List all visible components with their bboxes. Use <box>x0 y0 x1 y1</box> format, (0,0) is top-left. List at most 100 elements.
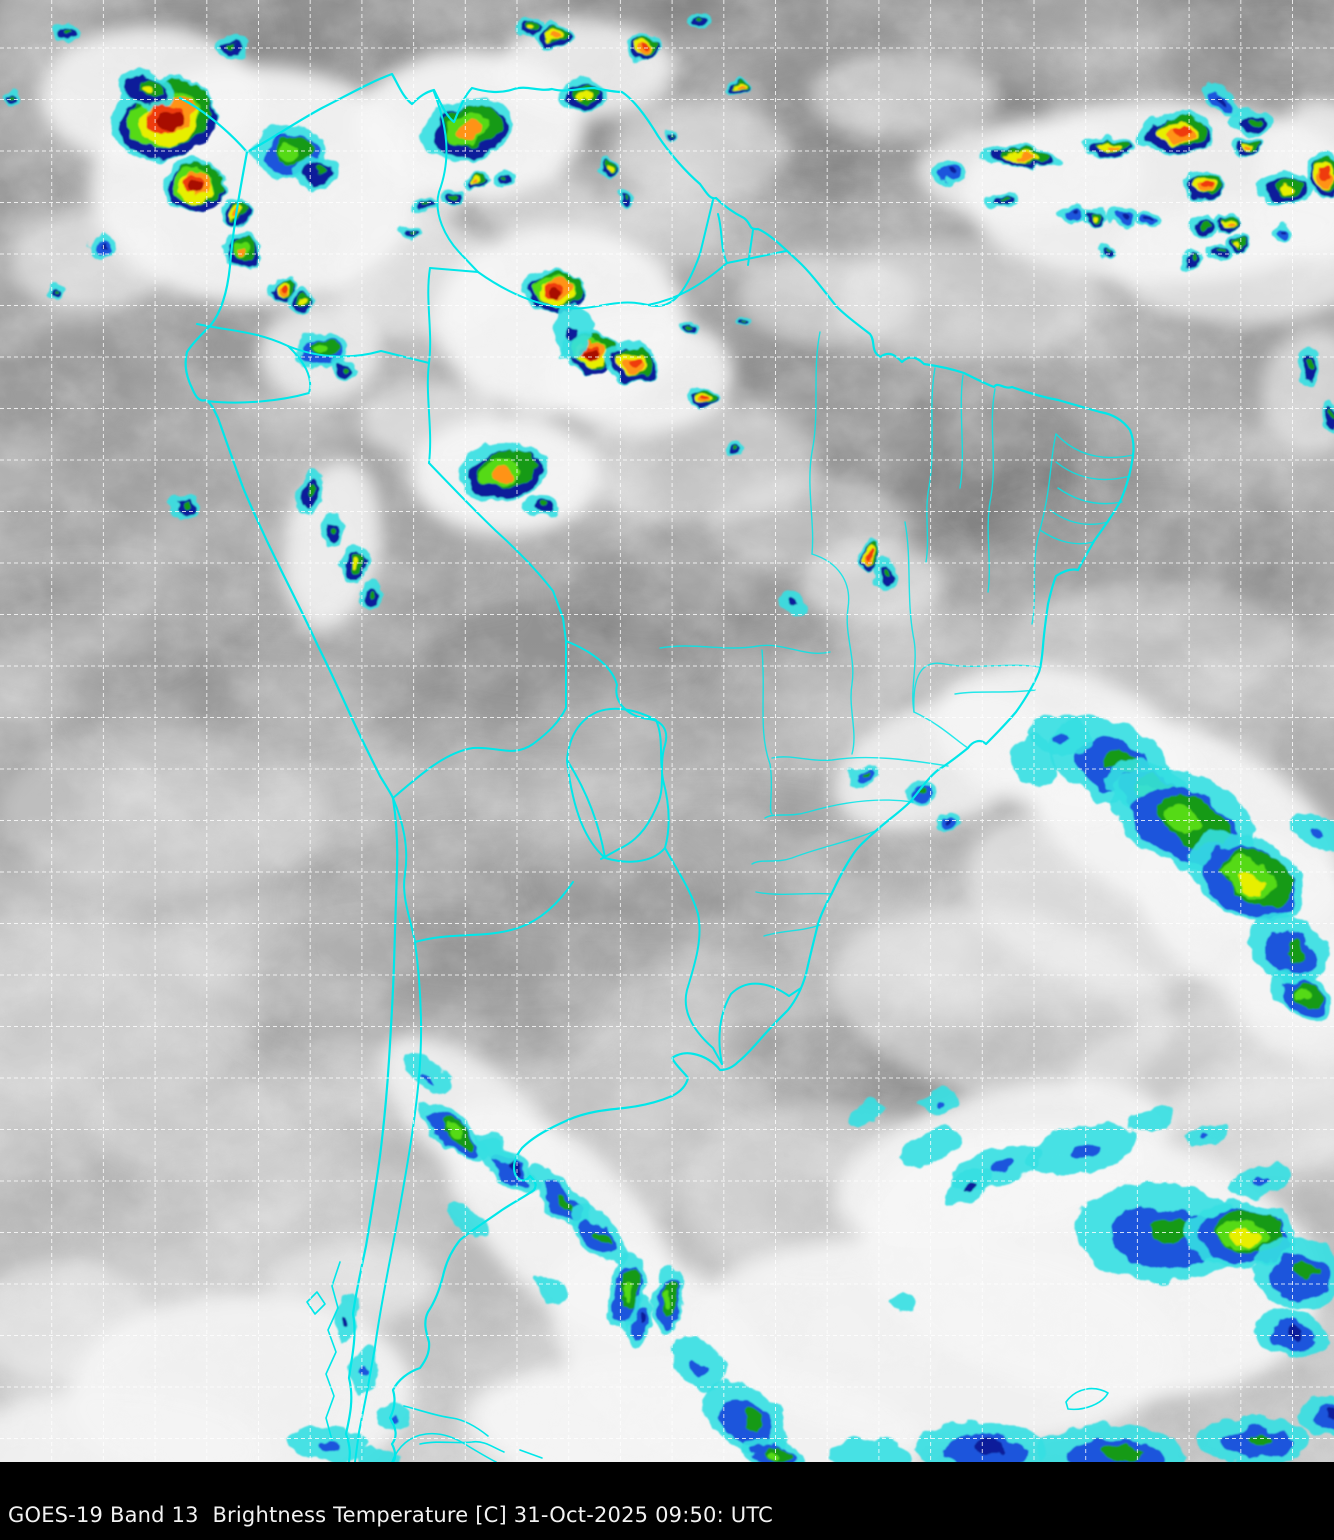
storm-cell-level-green2 <box>765 1449 781 1459</box>
storm-cell <box>651 1264 683 1336</box>
storm-cell-level-green <box>55 288 61 293</box>
storm-cell <box>744 1436 802 1462</box>
storm-cell-level-orange <box>736 87 742 92</box>
storm-cell-level-blue <box>935 1098 947 1106</box>
storm-cell <box>1258 172 1311 206</box>
storm-cell-level-cyan <box>901 1128 959 1166</box>
storm-cell <box>687 386 718 410</box>
storm-cell-level-green2 <box>622 1280 632 1301</box>
storm-cell-level-green <box>697 16 705 22</box>
storm-cell <box>1230 137 1261 157</box>
storm-cell <box>1196 1416 1309 1462</box>
storm-cell-level-green <box>686 325 691 329</box>
storm-cell <box>289 290 318 312</box>
falklands-outline <box>1065 1387 1109 1411</box>
storm-cell <box>1298 347 1321 385</box>
storm-cell <box>1305 152 1334 200</box>
storm-cell-level-blue <box>319 1442 340 1452</box>
storm-cell-level-cyan <box>448 1202 490 1240</box>
storm-cell <box>360 579 383 610</box>
storm-cell <box>1297 1395 1334 1437</box>
storm-cell <box>605 342 660 384</box>
storm-cell-level-red <box>1322 167 1333 180</box>
storm-cell-level-cyan <box>1012 736 1057 788</box>
storm-cell <box>211 36 250 60</box>
storm-cell <box>357 1449 400 1462</box>
storm-cell-level-orange <box>238 247 248 256</box>
storm-cell <box>828 1439 911 1462</box>
storm-cell <box>626 1294 652 1346</box>
storm-cell-level-cyan <box>892 1294 919 1312</box>
storm-cell-level-darkred <box>584 348 600 360</box>
storm-cell <box>465 174 491 192</box>
storm-cell-level-navy <box>505 1164 520 1178</box>
storm-cell <box>1027 1124 1138 1176</box>
storm-cell <box>492 170 515 186</box>
storm-cell <box>331 355 357 380</box>
storm-cell-level-green <box>408 229 414 234</box>
storm-cell-level-blue <box>1053 732 1070 743</box>
storm-cell <box>1183 1125 1226 1148</box>
storm-cells-layer <box>4 11 1334 1462</box>
storm-cell-level-green <box>741 1410 763 1429</box>
storm-cell-level-green <box>1189 258 1195 263</box>
storm-cell-level-green <box>228 43 239 50</box>
storm-cell <box>535 22 574 48</box>
storm-cell <box>1057 205 1088 223</box>
storm-cell-level-orange <box>1013 155 1035 161</box>
storm-cell <box>1214 213 1241 233</box>
storm-cell <box>979 146 1064 168</box>
storm-cell-level-red <box>701 393 709 400</box>
storm-cell <box>679 322 696 334</box>
storm-cell <box>421 96 513 162</box>
storm-cell <box>944 1168 993 1206</box>
storm-cell-level-cyan <box>846 1100 887 1127</box>
storm-cell-level-green2 <box>314 345 327 355</box>
storm-cell <box>874 557 901 591</box>
storm-cell <box>569 1204 627 1266</box>
storm-cell-level-navy <box>1287 1325 1305 1338</box>
storm-cell <box>448 1202 490 1240</box>
storm-cell-level-navy <box>1219 96 1229 105</box>
country-borders <box>196 91 802 1462</box>
storm-cell-level-orange <box>1224 221 1232 227</box>
storm-cell-level-yellow <box>139 84 153 94</box>
geo-borders <box>178 72 1135 1462</box>
storm-cell <box>931 163 966 183</box>
storm-cell <box>553 304 590 360</box>
storm-cell-level-red <box>641 42 651 50</box>
storm-cell-level-yellow <box>577 91 590 99</box>
storm-cell <box>46 284 67 298</box>
storm-cell-level-green <box>1284 941 1306 960</box>
storm-cell <box>1229 1164 1291 1199</box>
storm-cell-level-navy <box>1325 1408 1334 1420</box>
storm-cell-level-green <box>12 94 17 99</box>
storm-cell <box>686 11 713 29</box>
storm-cell <box>600 157 619 179</box>
storm-cell-level-yellow <box>1234 241 1241 247</box>
basemap-svg <box>0 0 1334 1462</box>
storm-cell-level-darkred <box>187 181 204 196</box>
storm-cell <box>534 1272 568 1306</box>
storm-cell-level-green <box>1293 1261 1317 1280</box>
storm-cell <box>559 80 608 110</box>
storm-cell <box>914 1421 1047 1462</box>
storm-cell <box>4 90 23 104</box>
storm-cell-level-yellow <box>1230 1229 1259 1247</box>
storm-cell <box>218 199 253 225</box>
storm-cell <box>858 543 879 573</box>
storm-cell <box>1269 223 1296 241</box>
storm-cell <box>517 18 544 36</box>
storm-cell-level-yellow <box>526 24 534 30</box>
storm-cell <box>1247 913 1330 986</box>
storm-cell <box>1179 253 1202 269</box>
storm-cell <box>266 278 297 302</box>
storm-cell-level-orange <box>551 32 561 40</box>
storm-cell <box>1139 111 1216 156</box>
storm-cell <box>1096 246 1115 258</box>
storm-cell-level-green <box>885 568 893 577</box>
storm-cell <box>619 189 636 207</box>
storm-cell-level-yellow <box>1235 870 1265 894</box>
state-borders <box>659 331 1134 937</box>
